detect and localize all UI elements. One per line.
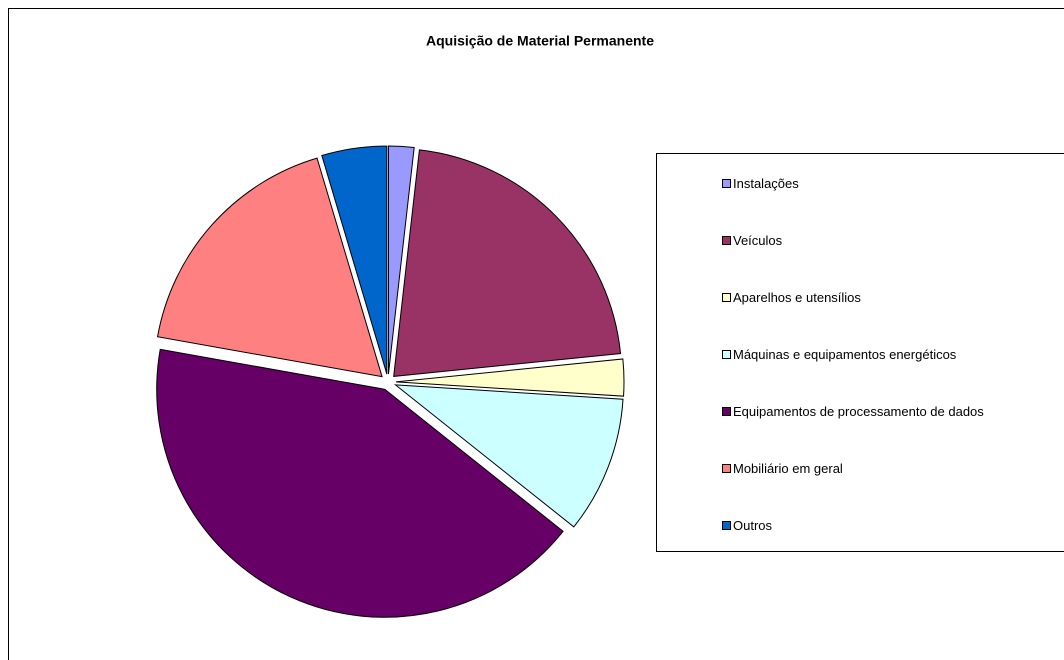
- legend-swatch: [722, 350, 731, 359]
- legend-swatch: [722, 464, 731, 473]
- legend-swatch: [722, 407, 731, 416]
- pie-slice: [393, 384, 624, 528]
- pie-slice: [387, 145, 415, 375]
- legend-label: Outros: [733, 518, 773, 533]
- pie-slice: [156, 157, 383, 378]
- pie-slice: [395, 358, 625, 397]
- pie-slice: [156, 348, 564, 618]
- pie: [156, 145, 625, 618]
- legend-label: Veículos: [733, 233, 783, 248]
- legend-label: Mobiliário em geral: [733, 461, 843, 476]
- legend-label: Instalações: [733, 176, 799, 191]
- legend-label: Equipamentos de processamento de dados: [733, 404, 984, 419]
- legend-swatch: [722, 236, 731, 245]
- legend: Instalações Veículos Aparelhos e utensílio…: [722, 176, 984, 533]
- pie-slice: [321, 145, 388, 375]
- chart-title: Aquisição de Material Permanente: [426, 33, 654, 49]
- legend-swatch: [722, 521, 731, 530]
- legend-swatch: [722, 179, 731, 188]
- legend-swatch: [722, 293, 731, 302]
- legend-label: Aparelhos e utensílios: [733, 290, 861, 305]
- pie-slice: [393, 149, 622, 377]
- legend-label: Máquinas e equipamentos energéticos: [733, 347, 957, 362]
